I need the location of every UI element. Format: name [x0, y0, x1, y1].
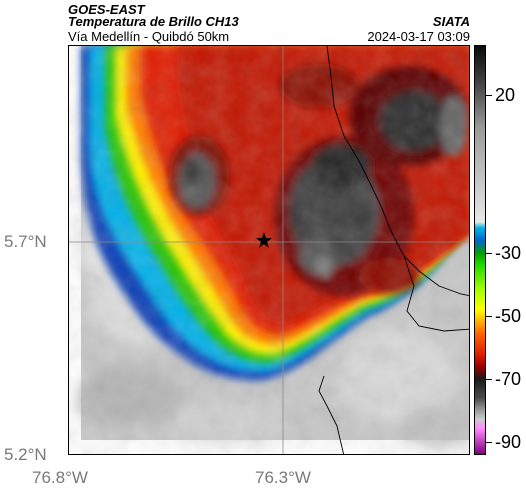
boundary-line-east	[403, 255, 469, 332]
brightness-temperature-map	[69, 46, 469, 454]
satellite-title: GOES-EAST	[68, 2, 145, 17]
map-panel[interactable]	[68, 45, 470, 455]
lon-label-76-3: 76.3°W	[255, 468, 311, 487]
product-title: Temperatura de Brillo CH13	[68, 14, 239, 29]
texture-noise	[81, 46, 469, 440]
region-label: Vía Medellín - Quibdó 50km	[68, 29, 230, 44]
colorbar-tick-label: -90	[495, 432, 522, 453]
lon-label-76-8: 76.8°W	[32, 468, 88, 487]
lat-label-5-2: 5.2°N	[4, 445, 47, 464]
colorbar-tick	[486, 442, 492, 444]
colorbar-tick-label: -30	[495, 243, 522, 264]
colorbar-tick	[486, 316, 492, 318]
boundary-line-north	[326, 46, 469, 297]
colorbar-tick	[486, 253, 492, 255]
colorbar	[474, 45, 486, 455]
boundary-line-south	[318, 375, 344, 454]
lat-label-5-7: 5.7°N	[4, 232, 47, 251]
colorbar-tick	[486, 379, 492, 381]
colorbar-tick-label: 20	[495, 85, 516, 106]
city-marker-icon[interactable]	[256, 232, 272, 248]
organization-label: SIATA	[432, 14, 470, 29]
timestamp-label: 2024-03-17 03:09	[367, 29, 470, 44]
colorbar-tick-label: -70	[495, 369, 522, 390]
colorbar-tick	[486, 95, 492, 97]
colorbar-tick-label: -50	[495, 306, 522, 327]
